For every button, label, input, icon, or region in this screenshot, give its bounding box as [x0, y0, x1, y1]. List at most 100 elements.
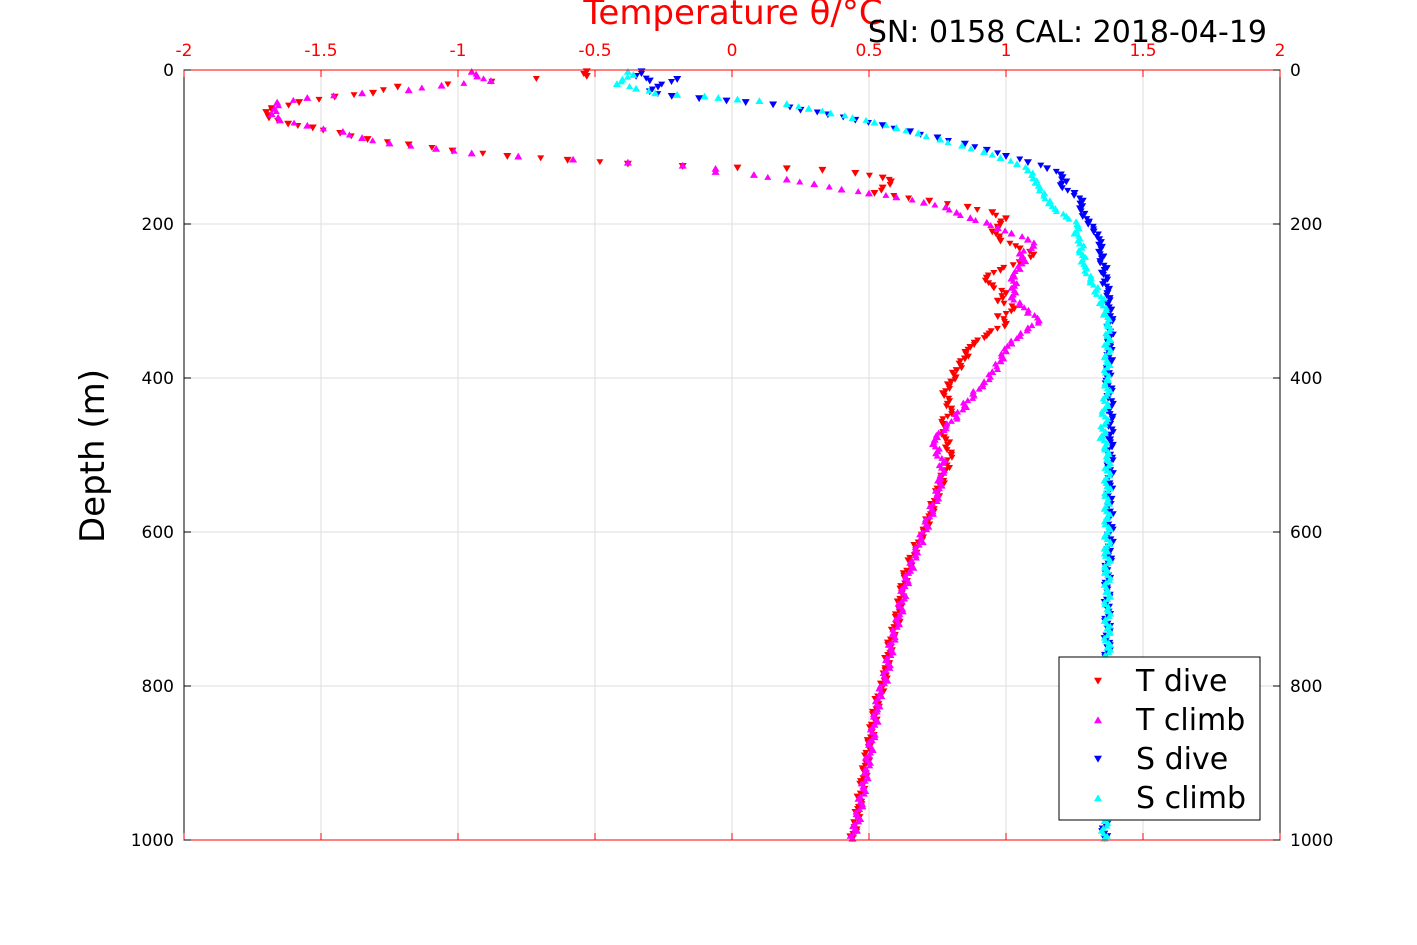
- data-point: [1064, 187, 1072, 194]
- data-point: [971, 144, 979, 151]
- data-point: [1007, 229, 1016, 237]
- data-point: [908, 196, 916, 203]
- data-point: [941, 203, 950, 211]
- data-point: [1105, 349, 1113, 356]
- data-point: [637, 71, 645, 77]
- data-point: [1103, 605, 1112, 613]
- data-point: [1029, 174, 1038, 181]
- data-point: [629, 71, 638, 78]
- data-point: [582, 72, 591, 80]
- data-point: [952, 367, 961, 374]
- data-point: [1070, 192, 1078, 199]
- data-point: [990, 269, 998, 276]
- data-point: [711, 168, 720, 175]
- data-point: [953, 415, 961, 422]
- data-point: [1106, 469, 1114, 476]
- data-point: [926, 513, 934, 520]
- data-point: [1023, 235, 1032, 243]
- data-point: [911, 551, 920, 559]
- x-tick-label: -2: [176, 41, 193, 61]
- data-point: [886, 664, 894, 671]
- data-point: [855, 818, 863, 825]
- data-point: [1099, 311, 1107, 318]
- data-point: [1106, 472, 1114, 479]
- data-point: [1106, 629, 1114, 636]
- data-point: [1031, 311, 1039, 318]
- data-point: [563, 156, 572, 164]
- y-tick-label-right: 200: [1290, 215, 1322, 235]
- data-point: [319, 125, 327, 132]
- data-point: [1002, 290, 1010, 297]
- data-point: [722, 97, 731, 105]
- data-point: [673, 91, 682, 98]
- data-point: [886, 178, 895, 186]
- data-point: [673, 76, 682, 83]
- data-point: [1100, 267, 1109, 274]
- data-point: [864, 775, 872, 782]
- data-point: [330, 92, 338, 99]
- data-point: [985, 280, 993, 287]
- data-point: [486, 77, 495, 84]
- data-point: [951, 376, 959, 383]
- data-point: [473, 72, 482, 80]
- data-point: [1099, 272, 1107, 278]
- data-point: [668, 79, 676, 85]
- data-point: [658, 81, 666, 88]
- data-point: [874, 718, 882, 725]
- data-point: [963, 203, 972, 211]
- series-t-climb: [267, 67, 1043, 842]
- legend: T dive T climb S dive S climb: [1058, 656, 1261, 821]
- data-point: [882, 121, 890, 128]
- data-point: [856, 790, 865, 798]
- data-point: [940, 480, 948, 487]
- data-point: [929, 510, 937, 517]
- data-point: [941, 436, 950, 444]
- y-tick-label-left: 1000: [131, 831, 174, 851]
- data-point: [350, 92, 358, 99]
- data-point: [882, 191, 890, 198]
- data-point: [969, 394, 977, 401]
- data-point: [850, 830, 858, 837]
- data-point: [914, 129, 923, 137]
- data-point: [432, 144, 441, 152]
- legend-label: S dive: [1136, 742, 1228, 777]
- data-point: [943, 201, 951, 208]
- data-point: [1103, 343, 1112, 351]
- data-point: [895, 613, 904, 620]
- data-point: [1082, 270, 1090, 277]
- data-point: [893, 623, 901, 630]
- data-point: [952, 208, 961, 216]
- data-point: [956, 211, 964, 218]
- data-point: [369, 89, 378, 97]
- data-point: [1102, 589, 1110, 595]
- data-point: [895, 603, 903, 610]
- data-point: [966, 214, 975, 222]
- data-point: [963, 404, 971, 411]
- legend-label: S climb: [1136, 781, 1246, 816]
- data-point: [749, 171, 758, 178]
- data-point: [537, 155, 545, 162]
- data-point: [865, 751, 873, 759]
- data-point: [1099, 281, 1107, 288]
- data-point: [1101, 492, 1109, 499]
- data-point: [272, 108, 280, 114]
- data-point: [1100, 830, 1108, 837]
- data-point: [369, 137, 377, 144]
- data-point: [859, 782, 868, 790]
- data-point: [910, 564, 918, 571]
- data-point: [938, 421, 947, 428]
- data-point: [1002, 311, 1010, 317]
- data-point: [818, 107, 826, 114]
- data-point: [804, 104, 813, 112]
- y-tick-label-left: 0: [163, 61, 174, 81]
- y-tick-label-right: 600: [1290, 523, 1322, 543]
- data-point: [1096, 260, 1104, 267]
- data-point: [1103, 516, 1111, 522]
- data-point: [1015, 245, 1024, 253]
- data-point: [1034, 316, 1043, 324]
- data-point: [937, 464, 945, 471]
- y-tick-label-left: 600: [142, 523, 174, 543]
- data-point: [1028, 244, 1036, 251]
- x-tick-label: -0.5: [578, 41, 611, 61]
- data-point: [1104, 400, 1112, 407]
